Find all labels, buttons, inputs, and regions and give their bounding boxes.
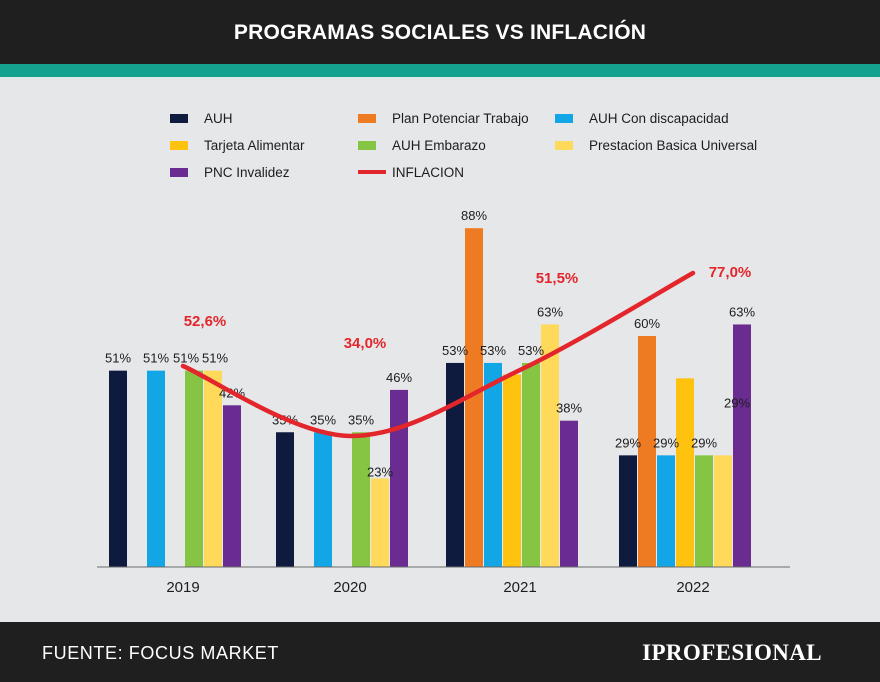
legend-label-prestacion-basica-universal: Prestacion Basica Universal: [589, 138, 757, 153]
legend-label-inflacion: INFLACION: [392, 165, 464, 180]
legend-swatch-prestacion-basica-universal: [555, 141, 573, 150]
legend-label-auh-con-discapacidad: AUH Con discapacidad: [589, 111, 729, 126]
data-label-auh-embarazo-2022: 29%: [691, 435, 717, 450]
data-label-auh-embarazo-2021: 53%: [518, 343, 544, 358]
legend-swatch-inflacion: [358, 170, 386, 174]
legend-label-tarjeta-alimentar: Tarjeta Alimentar: [204, 138, 305, 153]
legend-label-pnc-invalidez: PNC Invalidez: [204, 165, 290, 180]
bar-auh-embarazo-2022: [695, 455, 713, 567]
inflation-label-2019: 52,6%: [184, 313, 227, 330]
data-label-plan-potenciar-trabajo-2021: 88%: [461, 208, 487, 223]
bar-prestacion-basica-universal-2021: [541, 324, 559, 567]
legend-swatch-auh-embarazo: [358, 141, 376, 150]
data-label-auh-2021: 53%: [442, 343, 468, 358]
bar-tarjeta-alimentar-2021: [503, 374, 521, 567]
source-note: FUENTE: FOCUS MARKET: [42, 643, 280, 663]
data-label-prestacion-basica-universal-2020: 23%: [367, 464, 393, 479]
footer-bar: [0, 622, 880, 682]
data-label-auh-embarazo-2020: 35%: [348, 412, 374, 427]
x-tick-label-2021: 2021: [503, 579, 536, 596]
inflation-label-2021: 51,5%: [536, 270, 579, 287]
bar-auh-embarazo-2021: [522, 362, 540, 567]
bar-plan-potenciar-trabajo-2022: [638, 336, 656, 567]
bar-pnc-invalidez-2022: [733, 324, 751, 567]
legend-label-auh: AUH: [204, 111, 233, 126]
bar-auh-2019: [109, 370, 127, 567]
data-label-pnc-invalidez-2020: 46%: [386, 370, 412, 385]
bar-prestacion-basica-universal-2022: [714, 455, 732, 567]
data-label-auh-embarazo-2019: 51%: [173, 351, 199, 366]
legend-swatch-auh-con-discapacidad: [555, 114, 573, 123]
legend-swatch-tarjeta-alimentar: [170, 141, 188, 150]
bar-pnc-invalidez-2020: [390, 389, 408, 567]
data-label-plan-potenciar-trabajo-2022: 60%: [634, 316, 660, 331]
bar-auh-con-discapacidad-2021: [484, 362, 502, 567]
data-label-auh-con-discapacidad-2022: 29%: [653, 435, 679, 450]
x-tick-label-2020: 2020: [333, 579, 366, 596]
inflation-line-layer: 52,6% 34,0% 51,5% 77,0%: [180, 264, 752, 439]
bars-layer: [109, 228, 751, 567]
accent-band: [0, 64, 880, 77]
bar-auh-embarazo-2019: [185, 370, 203, 567]
header-bar: [0, 0, 880, 64]
data-label-pnc-invalidez-2021: 38%: [556, 401, 582, 416]
bar-auh-2021: [446, 362, 464, 567]
data-label-prestacion-basica-universal-2022: 29%: [724, 395, 750, 410]
legend-swatch-pnc-invalidez: [170, 168, 188, 177]
legend-swatch-auh: [170, 114, 188, 123]
bar-prestacion-basica-universal-2019: [204, 370, 222, 567]
data-label-auh-2022: 29%: [615, 435, 641, 450]
bar-auh-embarazo-2020: [352, 432, 370, 567]
data-label-auh-con-discapacidad-2020: 35%: [310, 412, 336, 427]
legend-swatch-plan-potenciar-trabajo: [358, 114, 376, 123]
data-label-prestacion-basica-universal-2021: 63%: [537, 304, 563, 319]
x-tick-label-2019: 2019: [166, 579, 199, 596]
bar-auh-con-discapacidad-2022: [657, 455, 675, 567]
bar-pnc-invalidez-2019: [223, 405, 241, 567]
data-label-auh-con-discapacidad-2019: 51%: [143, 351, 169, 366]
page-title: PROGRAMAS SOCIALES VS INFLACIÓN: [233, 21, 647, 44]
bar-auh-con-discapacidad-2020: [314, 432, 332, 567]
bar-pnc-invalidez-2021: [560, 420, 578, 567]
bar-auh-2022: [619, 455, 637, 567]
bar-plan-potenciar-trabajo-2021: [465, 228, 483, 567]
data-label-prestacion-basica-universal-2019: 51%: [202, 351, 228, 366]
legend-label-auh-embarazo: AUH Embarazo: [392, 138, 486, 153]
x-tick-label-2022: 2022: [676, 579, 709, 596]
data-label-auh-con-discapacidad-2021: 53%: [480, 343, 506, 358]
inflation-label-2020: 34,0%: [344, 335, 387, 352]
bar-tarjeta-alimentar-2022: [676, 378, 694, 567]
legend: AUH Plan Potenciar Trabajo AUH Con discapa…: [170, 111, 757, 180]
inflation-line: [180, 270, 696, 439]
x-axis: 2019 2020 2021 2022: [97, 566, 790, 596]
bar-prestacion-basica-universal-2020: [371, 478, 389, 567]
bar-auh-2020: [276, 432, 294, 567]
data-label-pnc-invalidez-2022: 63%: [729, 304, 755, 319]
brand-logo: IPROFESIONAL: [642, 640, 822, 665]
bar-auh-con-discapacidad-2019: [147, 370, 165, 567]
inflation-label-2022: 77,0%: [709, 264, 752, 281]
data-label-auh-2019: 51%: [105, 351, 131, 366]
legend-label-plan-potenciar-trabajo: Plan Potenciar Trabajo: [392, 111, 529, 126]
